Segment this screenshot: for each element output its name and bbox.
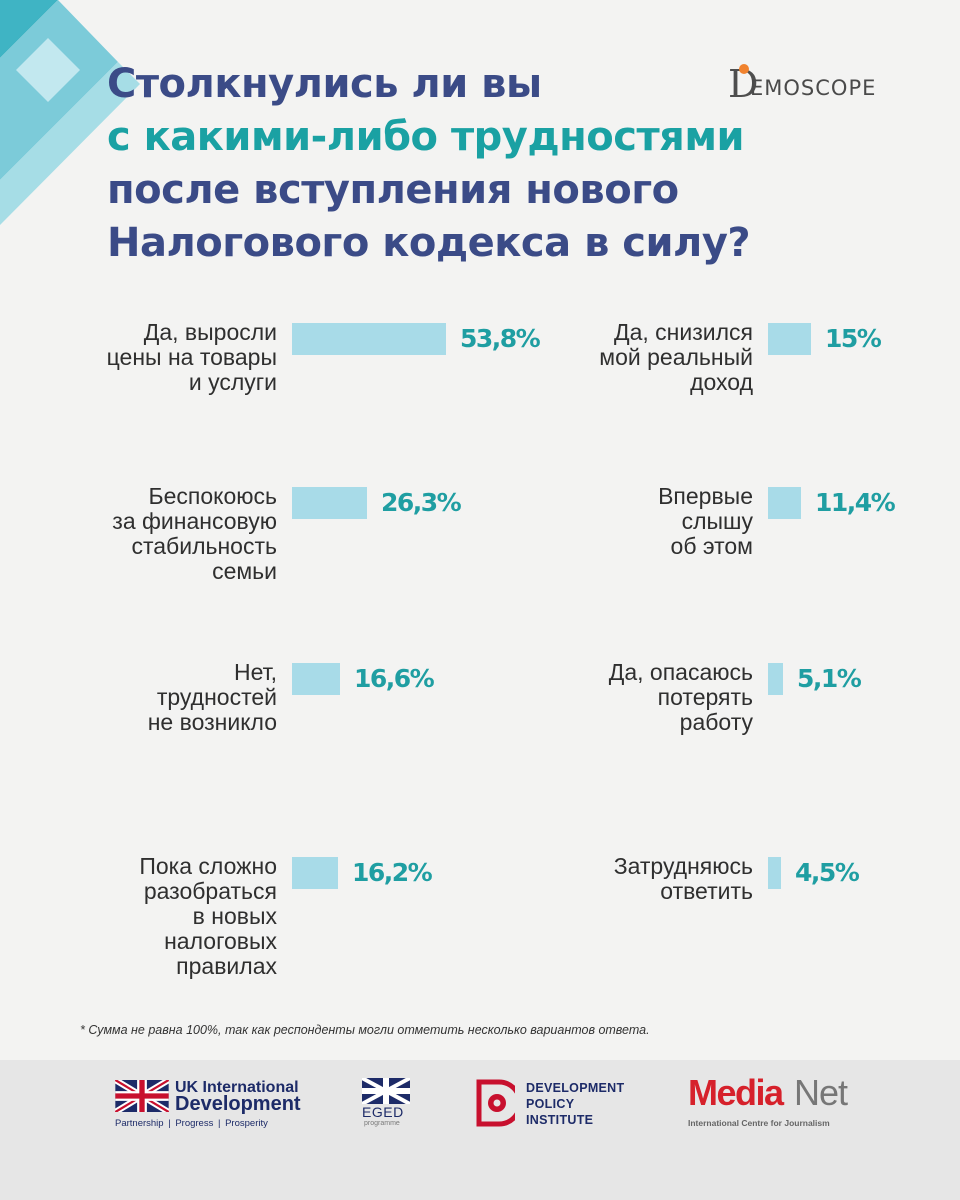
chart-category-label-line: Да, опасаюсь bbox=[608, 659, 753, 685]
chart-category-label: Затрудняюсь ответить bbox=[614, 854, 753, 904]
title-line-1: Столкнулись ли вы bbox=[107, 61, 542, 107]
chart-value-label: 16,2% bbox=[352, 858, 433, 887]
footnote: * Сумма не равна 100%, так как респонден… bbox=[80, 1023, 650, 1037]
chart-bar bbox=[292, 487, 367, 519]
chart-category-label: Да, выросли цены на товары и услуги bbox=[107, 320, 277, 395]
chart-bar bbox=[292, 857, 338, 889]
development-policy-institute-logo: DEVELOPMENT POLICY INSTITUTE bbox=[475, 1078, 645, 1130]
chart-bar bbox=[768, 487, 801, 519]
eged-flag-icon bbox=[362, 1078, 410, 1104]
union-jack-icon bbox=[115, 1080, 169, 1112]
dpi-line-3: INSTITUTE bbox=[526, 1113, 594, 1127]
chart-category-label-line: Нет, bbox=[233, 659, 277, 685]
chart-value-label: 11,4% bbox=[815, 488, 896, 517]
chart-bar bbox=[768, 323, 811, 355]
bar-chart: Да, выросли цены на товары и услуги 53,8% Бе… bbox=[107, 320, 896, 979]
chart-category-label-line: не возникло bbox=[147, 709, 277, 735]
chart-category-label-line: слышу bbox=[681, 508, 753, 534]
demoscope-wordmark: EMOSCOPE bbox=[750, 76, 877, 100]
chart-bar bbox=[292, 663, 340, 695]
chart-category-label-line: Да, выросли bbox=[143, 319, 277, 345]
medianet-subtitle: International Centre for Journalism bbox=[688, 1118, 830, 1128]
title-line-4: Налогового кодекса в силу? bbox=[107, 220, 751, 266]
chart-category-label-line: Пока сложно bbox=[139, 853, 277, 879]
chart-category-label-line: семьи bbox=[212, 558, 277, 584]
chart-category-label: Нет, трудностей не возникло bbox=[148, 660, 277, 735]
chart-bar bbox=[768, 663, 783, 695]
page-title: Столкнулись ли вы с какими-либо трудност… bbox=[107, 58, 751, 270]
chart-category-label-line: в новых bbox=[192, 903, 277, 929]
chart-category-label-line: трудностей bbox=[156, 684, 277, 710]
chart-value-label: 16,6% bbox=[354, 664, 435, 693]
dpi-line-2: POLICY bbox=[526, 1097, 575, 1111]
chart-category-label-line: Да, снизился bbox=[614, 319, 753, 345]
demoscope-dot-icon bbox=[739, 64, 749, 74]
chart-category-label-line: правилах bbox=[176, 953, 277, 979]
chart-category-label-line: Впервые bbox=[658, 483, 753, 509]
corner-decoration bbox=[0, 0, 140, 225]
title-line-2: с какими-либо трудностями bbox=[107, 114, 745, 160]
eged-logo: EGED programme bbox=[362, 1078, 414, 1130]
ukid-line-1: UK International bbox=[175, 1079, 299, 1096]
chart-category-label-line: ответить bbox=[660, 878, 753, 904]
eged-name: EGED bbox=[362, 1104, 404, 1120]
chart-category-label-line: цены на товары bbox=[106, 344, 277, 370]
chart-category-label-line: разобраться bbox=[143, 878, 277, 904]
chart-category-label-line: Беспокоюсь bbox=[148, 483, 277, 509]
chart-category-label-line: мой реальный bbox=[599, 344, 753, 370]
chart-bar bbox=[292, 323, 446, 355]
chart-value-label: 4,5% bbox=[795, 858, 860, 887]
uk-international-development-logo: UK International Development Partnership… bbox=[115, 1079, 305, 1130]
chart-category-label-line: за финансовую bbox=[112, 508, 277, 534]
ukid-line-2: Development bbox=[175, 1093, 301, 1115]
chart-category-label: Да, опасаюсь потерять работу bbox=[609, 660, 753, 735]
partner-logos: UK International Development Partnership… bbox=[0, 1060, 960, 1200]
dpi-line-1: DEVELOPMENT bbox=[526, 1081, 625, 1095]
ukid-tagline: Partnership | Progress | Prosperity bbox=[115, 1118, 268, 1129]
demoscope-logo: D EMOSCOPE bbox=[724, 62, 884, 106]
chart-value-label: 15% bbox=[825, 324, 882, 353]
chart-value-label: 5,1% bbox=[797, 664, 862, 693]
chart-category-label: Беспокоюсь за финансовую стабильность семьи bbox=[112, 484, 277, 584]
medianet-part-1: Media bbox=[688, 1072, 784, 1113]
chart-category-label-line: стабильность bbox=[131, 533, 277, 559]
chart-category-label-line: работу bbox=[679, 709, 753, 735]
chart-category-label-line: и услуги bbox=[188, 369, 277, 395]
chart-value-label: 53,8% bbox=[460, 324, 541, 353]
chart-category-label-line: доход bbox=[690, 369, 753, 395]
chart-category-label-line: потерять bbox=[657, 684, 753, 710]
chart-category-label: Впервые слышу об этом bbox=[658, 484, 753, 559]
chart-category-label-line: об этом bbox=[670, 533, 753, 559]
chart-value-label: 26,3% bbox=[381, 488, 462, 517]
eged-programme: programme bbox=[364, 1120, 400, 1127]
chart-category-label: Пока сложно разобраться в новых налоговых пр… bbox=[139, 854, 277, 979]
chart-bar bbox=[768, 857, 781, 889]
title-line-3: после вступления нового bbox=[107, 167, 679, 213]
medianet-part-2: Net bbox=[794, 1072, 848, 1113]
dpi-mark-icon bbox=[476, 1079, 515, 1127]
chart-category-label-line: Затрудняюсь bbox=[613, 853, 753, 879]
medianet-logo: Media Net International Centre for Journ… bbox=[688, 1072, 858, 1130]
chart-category-label-line: налоговых bbox=[164, 928, 277, 954]
chart-category-label: Да, снизился мой реальный доход bbox=[599, 320, 753, 395]
